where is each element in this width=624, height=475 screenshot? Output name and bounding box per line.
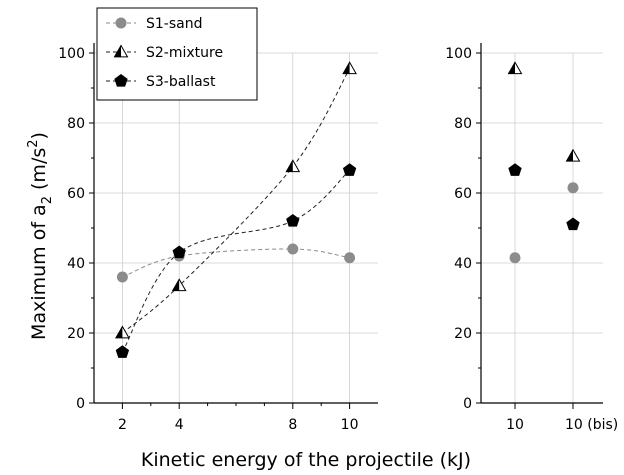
x-tick-label: 10 (bis)	[565, 417, 618, 433]
y-axis-label-units: (m/s	[28, 148, 50, 196]
x-axis-label: Kinetic energy of the projectile (kJ)	[141, 449, 471, 471]
legend-marker-s1-sand	[115, 17, 127, 29]
legend-label: S1-sand	[146, 16, 202, 32]
y-tick-label: 100	[58, 46, 85, 62]
data-point-s2-mixture	[507, 61, 523, 75]
y-tick-label: 100	[445, 46, 472, 62]
y-tick-label: 40	[454, 256, 472, 272]
y-tick-label: 0	[463, 396, 472, 412]
data-point-s2-mixture	[342, 61, 357, 75]
data-point-s1-sand	[344, 252, 356, 264]
data-point-s3-ballast	[115, 345, 130, 358]
data-point-s1-sand	[567, 182, 579, 194]
x-tick-label: 10	[506, 417, 524, 433]
y-axis-label: Maximum of a2 (m/s2)	[26, 132, 55, 340]
data-point-s2-mixture	[171, 278, 187, 292]
data-point-s3-ballast	[508, 163, 522, 176]
data-point-s1-sand	[116, 271, 128, 283]
x-tick-label: 10	[341, 417, 359, 433]
data-point-s3-ballast	[286, 214, 300, 227]
y-tick-label: 80	[454, 116, 472, 132]
y-axis-label-text: Maximum of a	[28, 204, 50, 340]
y-axis-label-subscript: 2	[40, 196, 55, 204]
y-tick-label: 20	[67, 326, 85, 342]
y-tick-label: 60	[67, 186, 85, 202]
y-axis-label-units-close: )	[28, 132, 50, 139]
series-line-s2-mixture	[122, 68, 351, 334]
y-axis-label-superscript: 2	[26, 139, 41, 147]
legend-label: S3-ballast	[146, 74, 216, 90]
data-point-s3-ballast	[342, 163, 357, 176]
y-tick-label: 20	[454, 326, 472, 342]
legend-marker-s2-mixture	[113, 44, 129, 58]
series-line-s1-sand	[122, 248, 350, 278]
x-tick-label: 2	[118, 417, 127, 433]
data-point-s1-sand	[509, 252, 521, 264]
y-tick-label: 40	[67, 256, 85, 272]
x-tick-label: 8	[288, 417, 297, 433]
data-point-s3-ballast	[566, 217, 580, 231]
data-point-s2-mixture	[565, 148, 581, 162]
series-line-s3-ballast	[121, 169, 350, 353]
legend-label: S2-mixture	[146, 45, 223, 61]
data-point-s1-sand	[287, 243, 299, 255]
data-point-s3-ballast	[172, 245, 186, 259]
data-point-s2-mixture	[285, 159, 301, 173]
y-tick-label: 60	[454, 186, 472, 202]
x-tick-label: 4	[175, 417, 184, 433]
legend-marker-s3-ballast	[114, 74, 128, 87]
y-tick-label: 0	[76, 396, 85, 412]
data-point-s2-mixture	[115, 325, 130, 339]
y-tick-label: 80	[67, 116, 85, 132]
